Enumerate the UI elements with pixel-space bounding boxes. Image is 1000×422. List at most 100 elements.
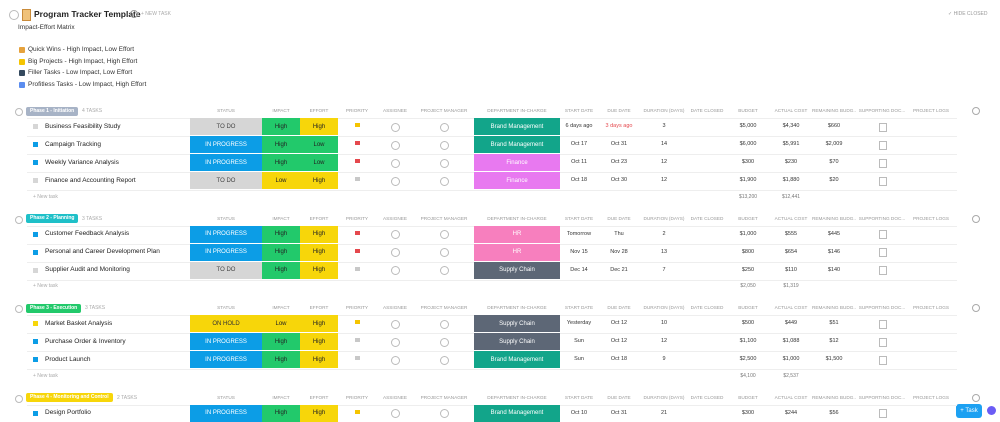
doc-icon[interactable] [879, 337, 887, 347]
manager-icon[interactable] [440, 337, 449, 347]
assignee-icon[interactable] [391, 230, 400, 239]
impact-cell[interactable]: Low [262, 172, 300, 189]
status-cell[interactable]: IN PROGRESS [190, 225, 262, 243]
department-cell[interactable]: Brand Management [474, 404, 560, 422]
group-toggle[interactable] [15, 394, 23, 403]
new-task-link[interactable]: + NEW TASK [141, 11, 171, 17]
manager-icon[interactable] [440, 409, 449, 418]
add-column[interactable] [972, 214, 980, 223]
assignee-icon[interactable] [391, 355, 400, 365]
doc-icon[interactable] [879, 230, 887, 239]
doc-icon[interactable] [879, 140, 887, 150]
assignee-icon[interactable] [391, 409, 400, 418]
new-task-link[interactable]: + New task [33, 283, 58, 289]
task-checkbox[interactable] [33, 410, 38, 416]
department-cell[interactable]: Supply Chain [474, 333, 560, 350]
manager-icon[interactable] [440, 266, 449, 275]
department-cell[interactable]: Supply Chain [474, 261, 560, 279]
department-cell[interactable]: Finance [474, 154, 560, 171]
status-cell[interactable]: IN PROGRESS [190, 333, 262, 350]
task-checkbox[interactable] [33, 339, 38, 344]
effort-cell[interactable]: High [300, 315, 338, 332]
impact-cell[interactable]: High [262, 225, 300, 243]
status-cell[interactable]: TO DO [190, 172, 262, 189]
impact-cell[interactable]: High [262, 404, 300, 422]
task-checkbox[interactable] [33, 142, 38, 147]
group-toggle[interactable] [15, 305, 23, 313]
group-toggle[interactable] [15, 215, 23, 224]
help-icon[interactable] [987, 406, 996, 415]
task-name[interactable]: Finance and Accounting Report [45, 176, 136, 184]
department-cell[interactable]: Brand Management [474, 351, 560, 368]
task-checkbox[interactable] [33, 231, 38, 237]
task-checkbox[interactable] [33, 267, 38, 273]
status-cell[interactable]: IN PROGRESS [190, 404, 262, 422]
department-cell[interactable]: Supply Chain [474, 315, 560, 332]
assignee-icon[interactable] [391, 122, 400, 132]
priority-flag[interactable] [355, 177, 360, 181]
impact-cell[interactable]: High [262, 136, 300, 153]
manager-icon[interactable] [440, 140, 449, 150]
effort-cell[interactable]: High [300, 261, 338, 279]
doc-icon[interactable] [879, 176, 887, 186]
doc-icon[interactable] [879, 319, 887, 329]
department-cell[interactable]: HR [474, 225, 560, 243]
priority-flag[interactable] [355, 141, 360, 145]
priority-flag[interactable] [355, 159, 360, 163]
effort-cell[interactable]: High [300, 225, 338, 243]
doc-icon[interactable] [879, 122, 887, 132]
priority-flag[interactable] [355, 356, 360, 360]
priority-flag[interactable] [355, 320, 360, 324]
manager-icon[interactable] [440, 248, 449, 257]
task-name[interactable]: Campaign Tracking [45, 140, 101, 148]
department-cell[interactable]: HR [474, 243, 560, 261]
effort-cell[interactable]: High [300, 351, 338, 368]
task-name[interactable]: Customer Feedback Analysis [45, 230, 130, 237]
task-checkbox[interactable] [33, 249, 38, 255]
priority-flag[interactable] [355, 266, 360, 271]
task-name[interactable]: Purchase Order & Inventory [45, 337, 126, 345]
manager-icon[interactable] [440, 122, 449, 132]
assignee-icon[interactable] [391, 158, 400, 168]
doc-icon[interactable] [879, 355, 887, 365]
status-cell[interactable]: IN PROGRESS [190, 351, 262, 368]
task-name[interactable]: Design Portfolio [45, 409, 91, 416]
collapse-toggle[interactable] [9, 10, 19, 20]
department-cell[interactable]: Brand Management [474, 118, 560, 135]
task-name[interactable]: Personal and Career Development Plan [45, 248, 160, 255]
assignee-icon[interactable] [391, 140, 400, 150]
department-cell[interactable]: Brand Management [474, 136, 560, 153]
status-cell[interactable]: IN PROGRESS [190, 154, 262, 171]
add-column[interactable] [972, 107, 980, 115]
impact-cell[interactable]: High [262, 118, 300, 135]
add-column[interactable] [972, 304, 980, 312]
impact-cell[interactable]: High [262, 333, 300, 350]
assignee-icon[interactable] [391, 176, 400, 186]
status-cell[interactable]: TO DO [190, 261, 262, 279]
add-column[interactable] [972, 393, 980, 402]
add-task-button[interactable]: + Task [956, 404, 982, 418]
assignee-icon[interactable] [391, 319, 400, 329]
task-checkbox[interactable] [33, 178, 38, 183]
effort-cell[interactable]: High [300, 243, 338, 261]
task-name[interactable]: Business Feasibility Study [45, 122, 121, 130]
hide-closed[interactable]: ✓ HIDE CLOSED [948, 11, 988, 17]
impact-cell[interactable]: Low [262, 315, 300, 332]
manager-icon[interactable] [440, 319, 449, 329]
doc-icon[interactable] [879, 248, 887, 257]
status-cell[interactable]: IN PROGRESS [190, 136, 262, 153]
effort-cell[interactable]: Low [300, 136, 338, 153]
effort-cell[interactable]: High [300, 333, 338, 350]
impact-cell[interactable]: High [262, 154, 300, 171]
task-name[interactable]: Weekly Variance Analysis [45, 158, 119, 166]
priority-flag[interactable] [355, 123, 360, 127]
impact-cell[interactable]: High [262, 261, 300, 279]
task-name[interactable]: Product Launch [45, 355, 91, 363]
manager-icon[interactable] [440, 176, 449, 186]
impact-cell[interactable]: High [262, 351, 300, 368]
manager-icon[interactable] [440, 355, 449, 365]
priority-flag[interactable] [355, 248, 360, 253]
effort-cell[interactable]: High [300, 118, 338, 135]
assignee-icon[interactable] [391, 248, 400, 257]
priority-flag[interactable] [355, 338, 360, 342]
